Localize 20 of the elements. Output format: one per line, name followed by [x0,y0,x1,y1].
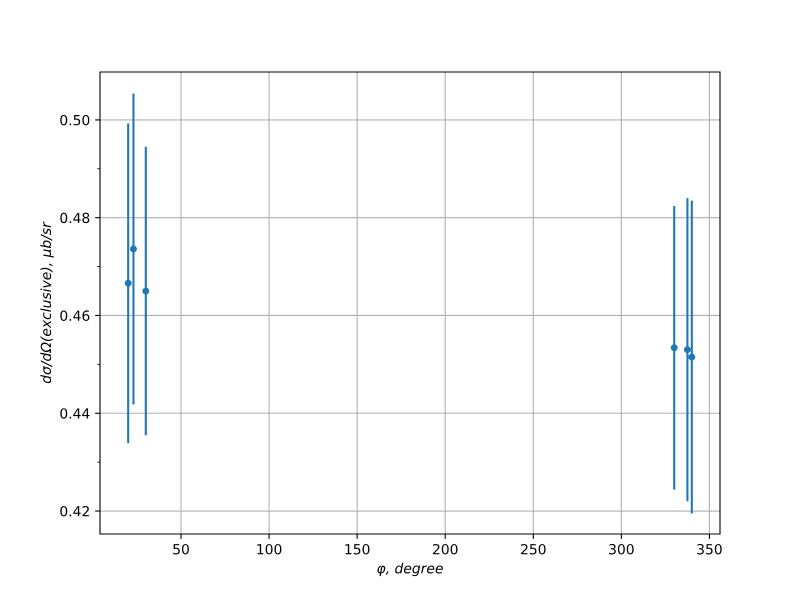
x-tick-label: 300 [609,544,634,554]
y-tick-label: 0.46 [60,310,90,321]
point [130,246,137,252]
x-tick-label: 150 [345,544,370,554]
x-axis-title: φ, degree [377,562,443,576]
x-tick-label: 350 [697,544,722,554]
point [124,280,132,287]
x-tick-label: 100 [257,544,282,554]
point [142,288,150,294]
x-tick-label: 50 [173,544,189,554]
y-tick-label: 0.44 [60,408,90,419]
y-tick-label: 0.42 [60,506,89,516]
y-tick-label: 0.48 [60,212,90,224]
y-axis-title: dσ/dΩ(exclusive), μb/sr [40,221,54,384]
point [688,354,696,360]
x-tick-label: 250 [521,544,546,554]
y-tick-label: 0.50 [60,114,90,126]
x-tick-label: 200 [432,544,458,554]
point [670,344,678,352]
point [684,346,691,354]
